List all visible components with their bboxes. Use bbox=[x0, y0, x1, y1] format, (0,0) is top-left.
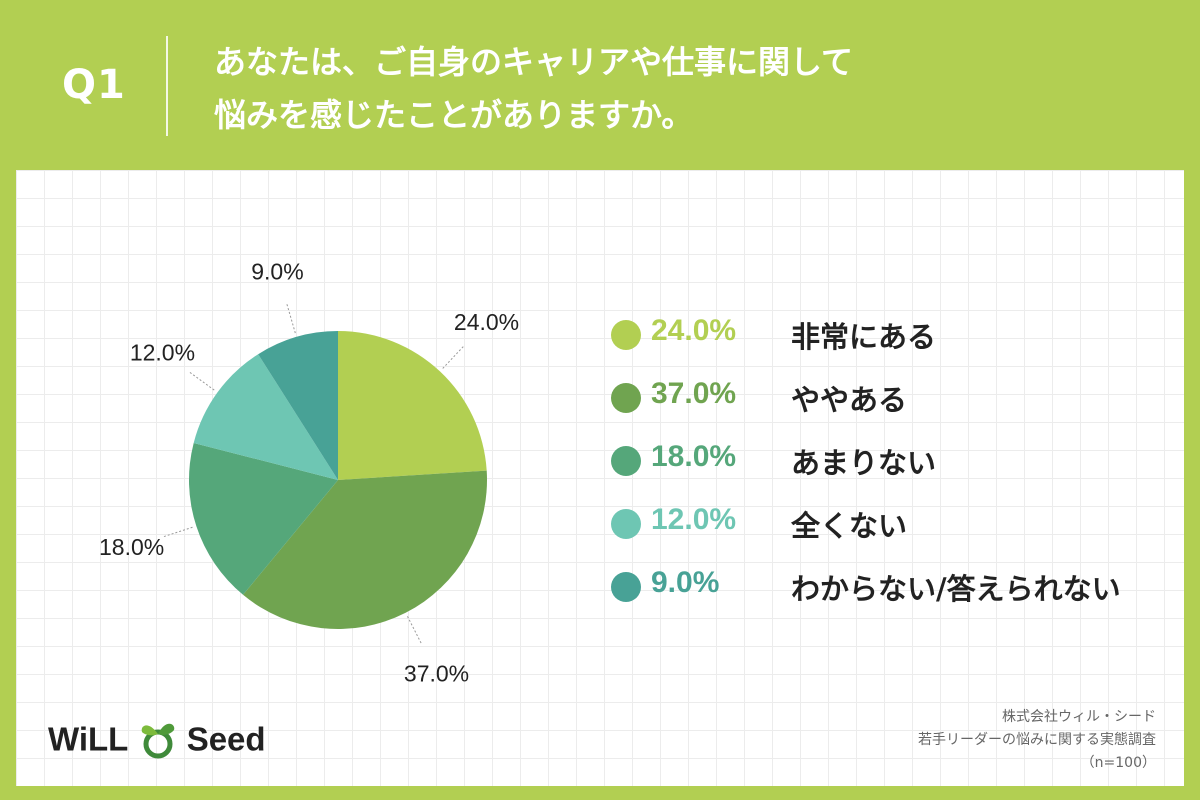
question-number: Q1 bbox=[62, 62, 126, 108]
logo-text-right: Seed bbox=[186, 720, 266, 758]
slice-label: 12.0% bbox=[130, 339, 195, 365]
legend-label: 全くない bbox=[791, 509, 908, 543]
legend-label: あまりない bbox=[791, 446, 937, 480]
legend-value: 9.0% bbox=[651, 566, 720, 599]
pie-slice-dont-know bbox=[258, 331, 338, 480]
chart-panel: 24.0% 37.0% 18.0% 12.0% 9.0% 24.0% 非常にある 37.… bbox=[16, 170, 1184, 786]
source-note: 株式会社ウィル・シード 若手リーダーの悩みに関する実態調査 （n=100） bbox=[918, 706, 1156, 775]
source-company: 株式会社ウィル・シード bbox=[1002, 709, 1156, 725]
legend-swatch bbox=[611, 446, 641, 476]
pie-slice-not-at-all bbox=[193, 354, 338, 480]
source-sample: （n=100） bbox=[1080, 755, 1156, 771]
pie-slice-somewhat bbox=[243, 470, 488, 629]
legend-label: わからない/答えられない bbox=[791, 572, 1121, 606]
leader-line bbox=[285, 302, 296, 334]
legend-swatch bbox=[611, 572, 641, 602]
slice-label: 9.0% bbox=[251, 259, 303, 285]
leader-line bbox=[407, 616, 423, 646]
header-band: Q1 あなたは、ご自身のキャリアや仕事に関して 悩みを感じたことがありますか。 bbox=[0, 0, 1200, 170]
legend-value: 18.0% bbox=[651, 440, 737, 473]
pie-slice-not-much bbox=[189, 442, 338, 595]
pie-slice-very-much bbox=[338, 331, 487, 480]
source-survey: 若手リーダーの悩みに関する実態調査 bbox=[918, 732, 1156, 748]
legend-value: 24.0% bbox=[651, 314, 737, 347]
sprout-icon bbox=[141, 724, 174, 759]
slice-label: 18.0% bbox=[99, 534, 164, 560]
legend-label: ややある bbox=[791, 383, 908, 417]
slice-label: 24.0% bbox=[454, 309, 519, 335]
legend-label: 非常にある bbox=[791, 320, 937, 354]
leader-line bbox=[161, 526, 193, 538]
leader-line bbox=[442, 344, 466, 369]
legend-value: 12.0% bbox=[651, 503, 737, 536]
logo-text-left: WiLL bbox=[48, 720, 129, 758]
slice-label: 37.0% bbox=[404, 660, 469, 686]
header-divider bbox=[166, 36, 168, 136]
pie-chart: 24.0% 37.0% 18.0% 12.0% 9.0% bbox=[99, 259, 519, 687]
question-line-2: 悩みを感じたことがありますか。 bbox=[214, 96, 694, 134]
legend-swatch bbox=[611, 383, 641, 413]
legend-value: 37.0% bbox=[651, 377, 737, 410]
question-text: あなたは、ご自身のキャリアや仕事に関して 悩みを感じたことがありますか。 bbox=[214, 36, 853, 142]
leader-line bbox=[188, 370, 215, 391]
legend-swatch bbox=[611, 509, 641, 539]
willseed-logo: WiLL Seed bbox=[48, 718, 266, 762]
question-line-1: あなたは、ご自身のキャリアや仕事に関して bbox=[214, 43, 854, 81]
legend-swatch bbox=[611, 320, 641, 350]
